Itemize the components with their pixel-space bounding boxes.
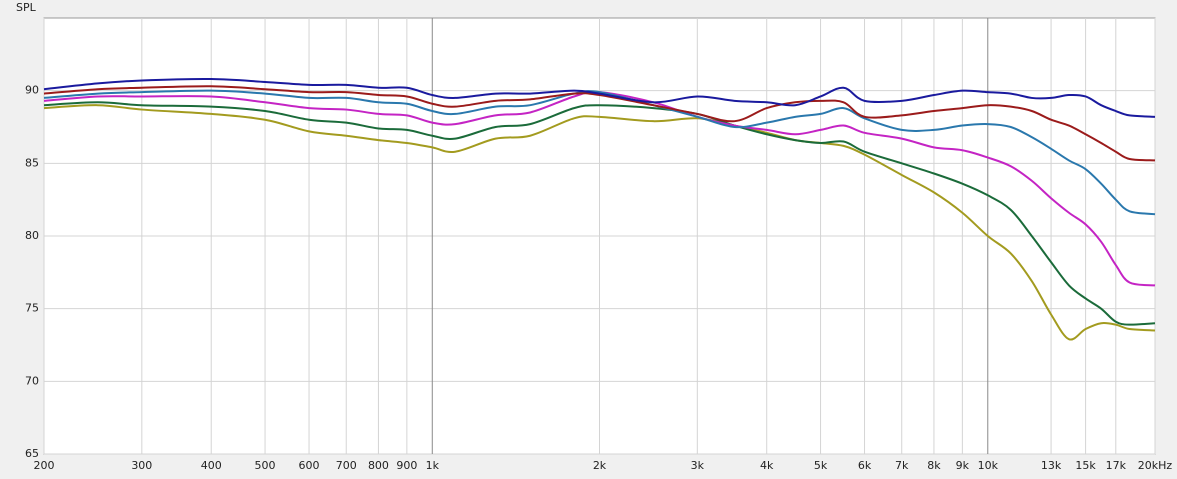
y-tick-label: 80 xyxy=(25,229,39,242)
x-tick-label: 9k xyxy=(956,459,970,472)
y-tick-label: 70 xyxy=(25,374,39,387)
x-tick-label: 5k xyxy=(814,459,828,472)
x-tick-label: 8k xyxy=(927,459,941,472)
x-tick-label: 6k xyxy=(858,459,872,472)
line-series xyxy=(43,89,1156,216)
x-tick-label: 20kHz xyxy=(1138,459,1173,472)
y-axis-label: SPL xyxy=(16,1,37,14)
x-tick-label: 13k xyxy=(1041,459,1062,472)
x-tick-label: 17k xyxy=(1106,459,1127,472)
y-tick-label: 90 xyxy=(25,84,39,97)
x-tick-label: 15k xyxy=(1075,459,1096,472)
x-tick-label: 10k xyxy=(978,459,999,472)
x-tick-label: 2k xyxy=(593,459,607,472)
y-tick-label: 75 xyxy=(25,302,39,315)
x-tick-label: 900 xyxy=(396,459,417,472)
line-series xyxy=(43,78,1156,118)
x-tick-label: 3k xyxy=(691,459,705,472)
line-series xyxy=(43,101,1156,326)
x-tick-label: 400 xyxy=(201,459,222,472)
x-tick-label: 500 xyxy=(255,459,276,472)
line-series xyxy=(43,90,1156,287)
x-tick-label: 4k xyxy=(760,459,774,472)
line-series xyxy=(43,85,1156,162)
x-tick-label: 1k xyxy=(426,459,440,472)
y-tick-label: 65 xyxy=(25,447,39,460)
x-tick-label: 300 xyxy=(131,459,152,472)
x-tick-label: 7k xyxy=(895,459,909,472)
y-tick-label: 85 xyxy=(25,156,39,169)
x-tick-label: 800 xyxy=(368,459,389,472)
x-tick-label: 600 xyxy=(299,459,320,472)
x-tick-label: 700 xyxy=(336,459,357,472)
x-tick-label: 200 xyxy=(34,459,55,472)
